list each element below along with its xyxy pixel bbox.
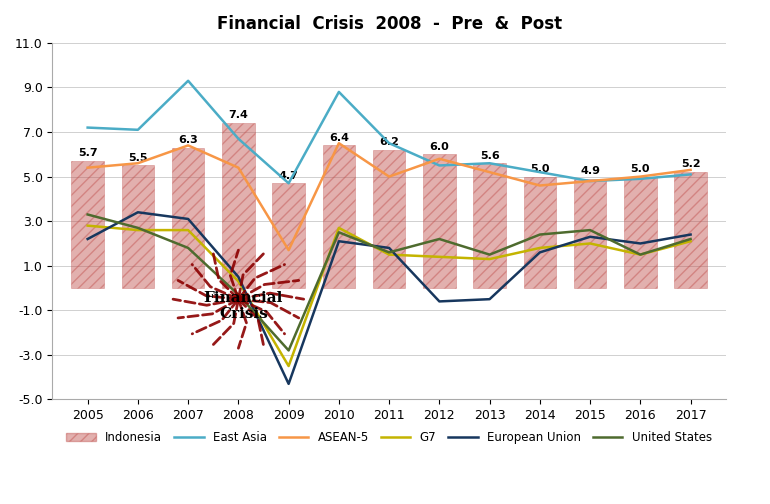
United States: [284, 347, 293, 353]
East Asia: [384, 140, 393, 146]
East Asia: [284, 180, 293, 186]
G7: [435, 254, 444, 260]
European Union: [384, 245, 393, 251]
ASEAN-5: [435, 156, 444, 162]
Text: Financial
Crisis: Financial Crisis: [204, 291, 283, 321]
Text: 4.7: 4.7: [279, 171, 299, 180]
G7: [636, 251, 645, 258]
European Union: [435, 298, 444, 304]
United States: [585, 227, 594, 233]
United States: [133, 225, 142, 231]
Title: Financial  Crisis  2008  -  Pre  &  Post: Financial Crisis 2008 - Pre & Post: [216, 15, 561, 33]
G7: [83, 223, 92, 229]
Text: 5.2: 5.2: [681, 159, 701, 169]
Bar: [574, 179, 607, 288]
European Union: [284, 381, 293, 387]
Bar: [273, 183, 305, 288]
United States: [234, 292, 243, 298]
East Asia: [83, 124, 92, 131]
Bar: [72, 161, 104, 288]
Text: 6.2: 6.2: [379, 137, 399, 147]
European Union: [535, 249, 544, 256]
Legend: Indonesia, East Asia, ASEAN-5, G7, European Union, United States: Indonesia, East Asia, ASEAN-5, G7, Europ…: [62, 426, 717, 449]
United States: [485, 251, 494, 258]
East Asia: [133, 127, 142, 133]
Text: 5.7: 5.7: [78, 148, 98, 158]
United States: [334, 229, 343, 235]
G7: [686, 238, 695, 244]
Line: United States: United States: [88, 215, 691, 350]
United States: [535, 231, 544, 237]
Text: 4.9: 4.9: [580, 166, 600, 176]
ASEAN-5: [384, 173, 393, 179]
European Union: [183, 216, 192, 222]
European Union: [334, 238, 343, 244]
European Union: [485, 296, 494, 302]
G7: [384, 251, 393, 258]
Text: 5.0: 5.0: [530, 164, 550, 174]
East Asia: [234, 136, 243, 142]
East Asia: [535, 169, 544, 175]
Bar: [423, 154, 456, 288]
Bar: [624, 176, 657, 288]
Line: G7: G7: [88, 226, 691, 366]
Bar: [222, 123, 255, 288]
ASEAN-5: [636, 173, 645, 179]
European Union: [585, 234, 594, 240]
ASEAN-5: [83, 165, 92, 171]
Text: 5.5: 5.5: [128, 153, 148, 163]
G7: [183, 227, 192, 233]
East Asia: [585, 178, 594, 184]
East Asia: [334, 89, 343, 95]
European Union: [686, 231, 695, 237]
G7: [133, 227, 142, 233]
G7: [585, 240, 594, 246]
G7: [485, 256, 494, 262]
ASEAN-5: [585, 178, 594, 184]
United States: [83, 212, 92, 218]
Text: 5.6: 5.6: [480, 151, 500, 161]
East Asia: [183, 78, 192, 84]
Text: 6.3: 6.3: [179, 135, 198, 145]
ASEAN-5: [284, 247, 293, 253]
East Asia: [485, 160, 494, 166]
Bar: [122, 165, 154, 288]
United States: [435, 236, 444, 242]
ASEAN-5: [535, 182, 544, 188]
European Union: [636, 240, 645, 246]
Bar: [675, 172, 707, 288]
Text: 5.0: 5.0: [631, 164, 650, 174]
Line: ASEAN-5: ASEAN-5: [88, 143, 691, 250]
Text: 6.4: 6.4: [329, 133, 349, 143]
G7: [284, 363, 293, 369]
United States: [384, 249, 393, 256]
United States: [636, 251, 645, 258]
United States: [183, 245, 192, 251]
ASEAN-5: [686, 167, 695, 173]
East Asia: [435, 162, 444, 168]
Bar: [323, 146, 355, 288]
East Asia: [636, 176, 645, 182]
European Union: [234, 274, 243, 280]
ASEAN-5: [183, 143, 192, 149]
G7: [334, 225, 343, 231]
ASEAN-5: [234, 165, 243, 171]
G7: [234, 278, 243, 284]
Bar: [172, 148, 205, 288]
Line: European Union: European Union: [88, 212, 691, 384]
Bar: [524, 176, 556, 288]
Text: 6.0: 6.0: [430, 142, 449, 152]
Bar: [373, 150, 406, 288]
European Union: [133, 209, 142, 215]
East Asia: [686, 171, 695, 177]
G7: [535, 245, 544, 251]
ASEAN-5: [133, 160, 142, 166]
ASEAN-5: [485, 169, 494, 175]
United States: [686, 236, 695, 242]
Line: East Asia: East Asia: [88, 81, 691, 183]
Text: 7.4: 7.4: [229, 110, 248, 120]
ASEAN-5: [334, 140, 343, 146]
Bar: [474, 163, 506, 288]
European Union: [83, 236, 92, 242]
